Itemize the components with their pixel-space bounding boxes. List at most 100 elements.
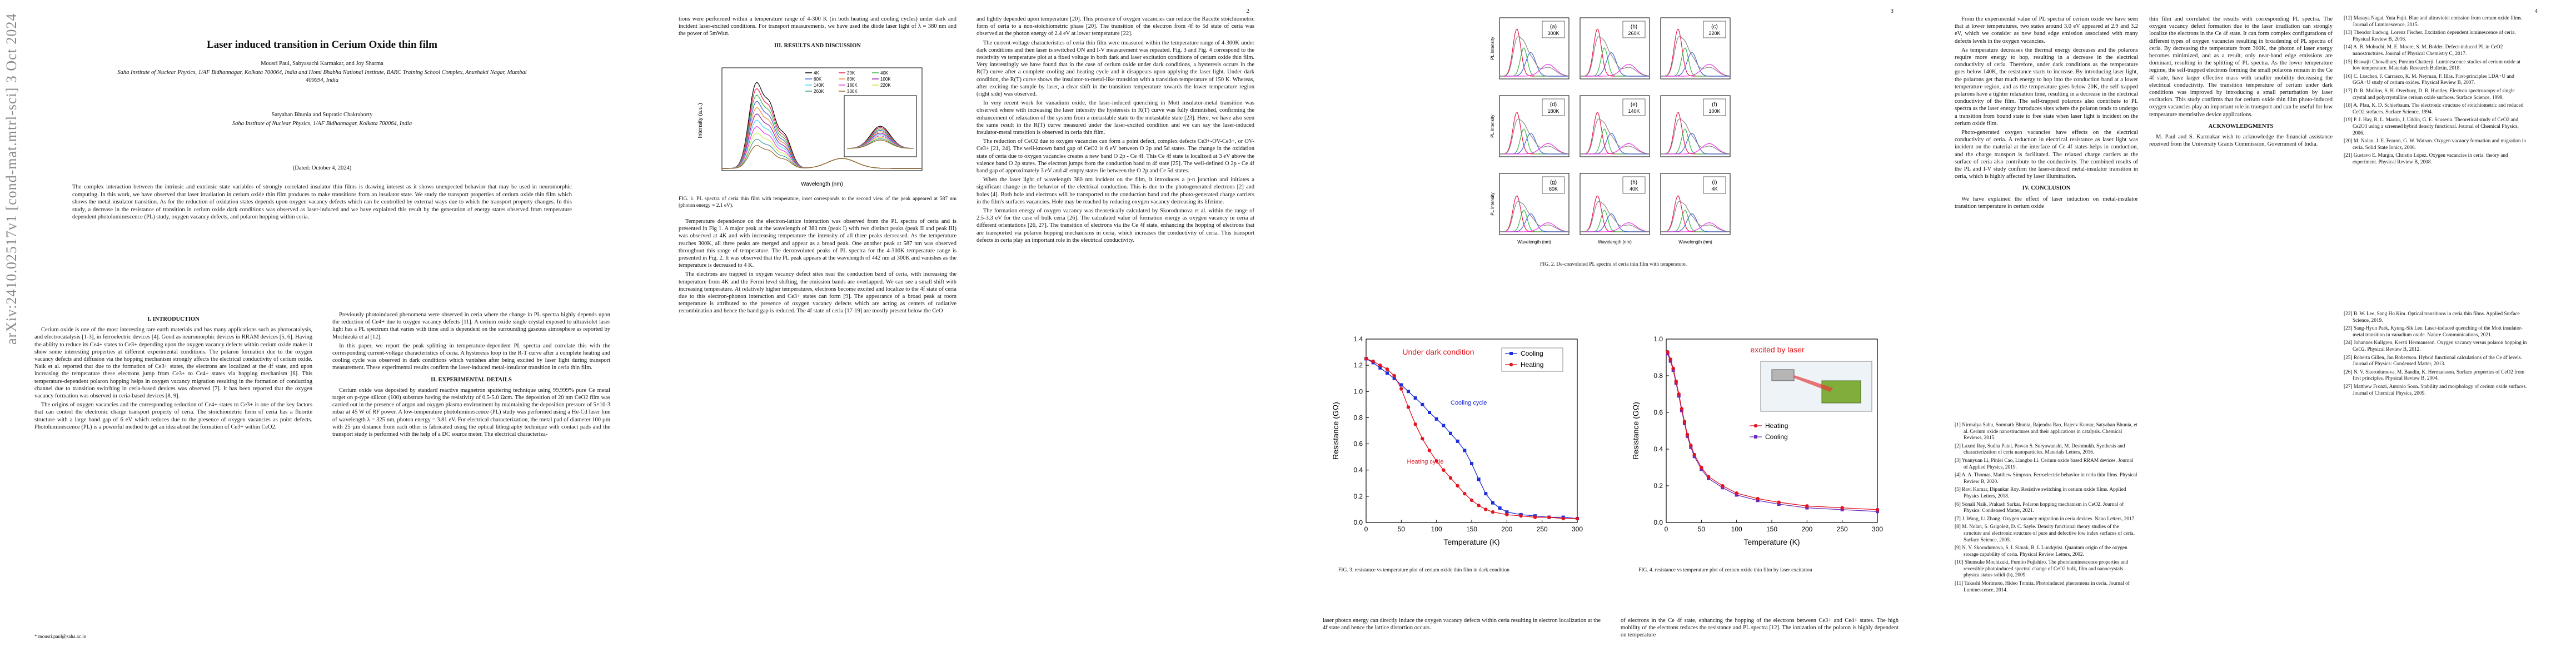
fig3-heating-point	[1561, 516, 1565, 521]
reference-item: [24] Johannes Kullgren, Kersti Hermansso…	[2344, 340, 2527, 352]
fig2-panel-label-box	[1622, 176, 1646, 194]
fig1-legend-label: 40K	[880, 71, 889, 76]
fig1-ylabel: Intensity (a.u.)	[697, 103, 704, 138]
fig2-panel-label-box	[1703, 98, 1726, 116]
fig4-cooling-point	[1777, 502, 1781, 506]
fig3-heating-point	[1392, 374, 1396, 378]
fig2-panel-temp: 140K	[1628, 108, 1640, 114]
fig4-y-tick-label: 0.2	[1653, 482, 1663, 490]
fig3-cooling-point	[1399, 383, 1403, 387]
reference-item: [8] M. Nolan, S. Grigoleit, D. C. Sayle.…	[1955, 524, 2135, 543]
fig4-legend-cooling: Cooling	[1765, 433, 1788, 441]
fig3-cooling-point	[1428, 411, 1431, 414]
fig4-heating-point	[1671, 366, 1675, 370]
fig4-cooling-point	[1680, 409, 1683, 412]
page-number: 4	[2534, 8, 2538, 14]
reference-item: [3] Yuanyuan Li, Pinlei Cao, Liangbo Li.…	[1955, 457, 2134, 470]
fig4-inset-sample	[1821, 380, 1861, 404]
fig1-xlabel: Wavelength (nm)	[801, 181, 843, 187]
fig3-cooling-point	[1449, 431, 1452, 435]
fig3-heating-point	[1469, 498, 1474, 502]
reference-item: [26] N. V. Skorodumova, M. Baudin, K. He…	[2344, 369, 2525, 382]
reference-item: [19] P. J. Hay, R. L. Martin, J. Uddin, …	[2344, 117, 2519, 136]
paper-title: Laser induced transition in Cerium Oxide…	[206, 39, 438, 51]
fig3-cooling-point	[1386, 371, 1389, 375]
fig3-cooling-point	[1378, 366, 1382, 370]
fig2-panel-tag: (d)	[1550, 102, 1557, 108]
column-right-bottom: of electrons in the Ce 4f state, enhanci…	[1621, 617, 1899, 641]
fig3-heating-point	[1371, 359, 1375, 364]
fig4-y-tick-label: 0.8	[1653, 372, 1663, 380]
reference-item: [17] D. R. Mullins, S. H. Overbury, D. R…	[2344, 88, 2515, 101]
reference-item: [11] Takeshi Morimoto, Hideo Tomita. Pho…	[1955, 581, 2130, 593]
paragraph: The reduction of CeO2 due to oxygen vaca…	[976, 138, 1254, 175]
fig3-heating-point	[1378, 363, 1382, 367]
fig4-heating-point	[1668, 357, 1672, 361]
fig4-heating-point	[1682, 420, 1687, 424]
fig4-cooling-point	[1666, 352, 1670, 356]
fig1-legend-label: 180K	[847, 83, 858, 88]
fig3-heating-point	[1547, 515, 1551, 519]
fig3-heating-point	[1364, 357, 1368, 361]
fig3-y-tick-label: 0.4	[1353, 466, 1363, 474]
fig3-x-tick-label: 100	[1431, 525, 1442, 533]
paragraph: The formation energy of oxygen vacancy w…	[976, 208, 1254, 243]
fig3-heating-point	[1456, 484, 1459, 488]
fig3-cooling-point	[1407, 390, 1410, 394]
fig4-x-tick-label: 100	[1731, 525, 1742, 533]
fig3-cooling-annotation: Cooling cycle	[1451, 400, 1487, 406]
fig2-panel-300K: (a)300K PL Intensity	[1490, 17, 1569, 79]
fig3-heating-point	[1406, 405, 1411, 409]
fig2-measured-spectrum	[1660, 36, 1730, 77]
fig4-cooling-point	[1682, 421, 1686, 425]
fig1-legend-label: 260K	[814, 89, 824, 94]
fig3-heating-point	[1427, 449, 1432, 452]
column-2: thin film and correlated the results wit…	[2149, 16, 2333, 150]
fig2-panel-label-box	[1703, 21, 1726, 38]
fig3-heating-point	[1442, 468, 1446, 472]
fig3-cooling-point	[1413, 396, 1417, 400]
fig4-heating-point	[1777, 500, 1781, 504]
paragraph: and lightly depended upon temperature [2…	[976, 16, 1254, 37]
fig2-panel-40K: (h)40K Wavelength (nm)	[1580, 173, 1650, 245]
fig3-cooling-point	[1463, 449, 1467, 452]
fig4-x-tick-label: 50	[1698, 525, 1706, 533]
column-left: I. INTRODUCTION Cerium oxide is one of t…	[34, 311, 312, 432]
date: (Dated: October 4, 2024)	[292, 165, 352, 171]
fig4-cooling-point	[1700, 467, 1703, 471]
fig4-chart: 0 50 100 150 200 250 300 0.0 0.2 0.4 0.6 0.8 1.0 Temp…	[1631, 335, 1883, 546]
fig3-chart: 0 50 100 150 200 250 300 0.0 0.2 0.4 0.6 0.8 1.0 1.2 1…	[1331, 335, 1583, 546]
fig2-panel-tag: (g)	[1550, 180, 1557, 186]
fig4-y-tick-label: 1.0	[1653, 335, 1663, 343]
fig3-xlabel: Temperature (K)	[1443, 537, 1499, 546]
fig1-chart: Wavelength (nm) Intensity (a.u.) 4K 20K 40…	[697, 67, 923, 187]
fig2-measured-spectrum	[1499, 118, 1569, 155]
figure-3: 0 50 100 150 200 250 300 0.0 0.2 0.4 0.6 0.8 1.0 1.2 1…	[1327, 328, 1594, 561]
fig3-cooling-point	[1434, 417, 1438, 421]
paragraph: The origins of oxygen vacancies and the …	[34, 402, 312, 430]
fig3-x-tick-label: 150	[1466, 525, 1477, 533]
fig2-measured-spectrum	[1499, 201, 1569, 232]
fig4-inset-laser-beam	[1794, 375, 1833, 392]
section-heading-results: III. RESULTS AND DISCUSSION	[774, 42, 861, 49]
reference-item: [12] Masaya Nagai, Yuta Fujii. Blue and …	[2344, 16, 2523, 28]
fig3-x-tick-label: 200	[1501, 525, 1512, 533]
fig3-cooling-point	[1421, 402, 1424, 406]
paragraph: of electrons in the Ce 4f state, enhanci…	[1621, 618, 1899, 639]
paragraph: As temperature decreases the thermal ene…	[1955, 47, 2138, 127]
paragraph: The electrons are trapped in oxygen vaca…	[679, 271, 956, 315]
fig2-component-peak	[1661, 143, 1730, 155]
fig3-y-tick-label: 1.2	[1353, 361, 1363, 369]
fig3-x-tick-label: 300	[1572, 525, 1583, 533]
fig2-component-peak	[1580, 143, 1650, 155]
paragraph: In very recent work for vanadium oxide, …	[976, 100, 1254, 136]
fig4-x-tick-label: 200	[1801, 525, 1812, 533]
fig3-legend-marker-heating	[1509, 362, 1513, 367]
fig2-panel-label-box	[1542, 21, 1565, 38]
fig4-title: excited by laser	[1750, 345, 1805, 354]
fig4-inset-laser-source	[1771, 369, 1795, 381]
fig4-heating-point	[1692, 452, 1696, 457]
fig2-panel-4K: (i)4K Wavelength (nm)	[1660, 173, 1731, 245]
fig1-legend-label: 4K	[814, 71, 819, 76]
fig2-panel-60K: (g)60K Wavelength (nm) PL Intensity	[1490, 173, 1569, 245]
